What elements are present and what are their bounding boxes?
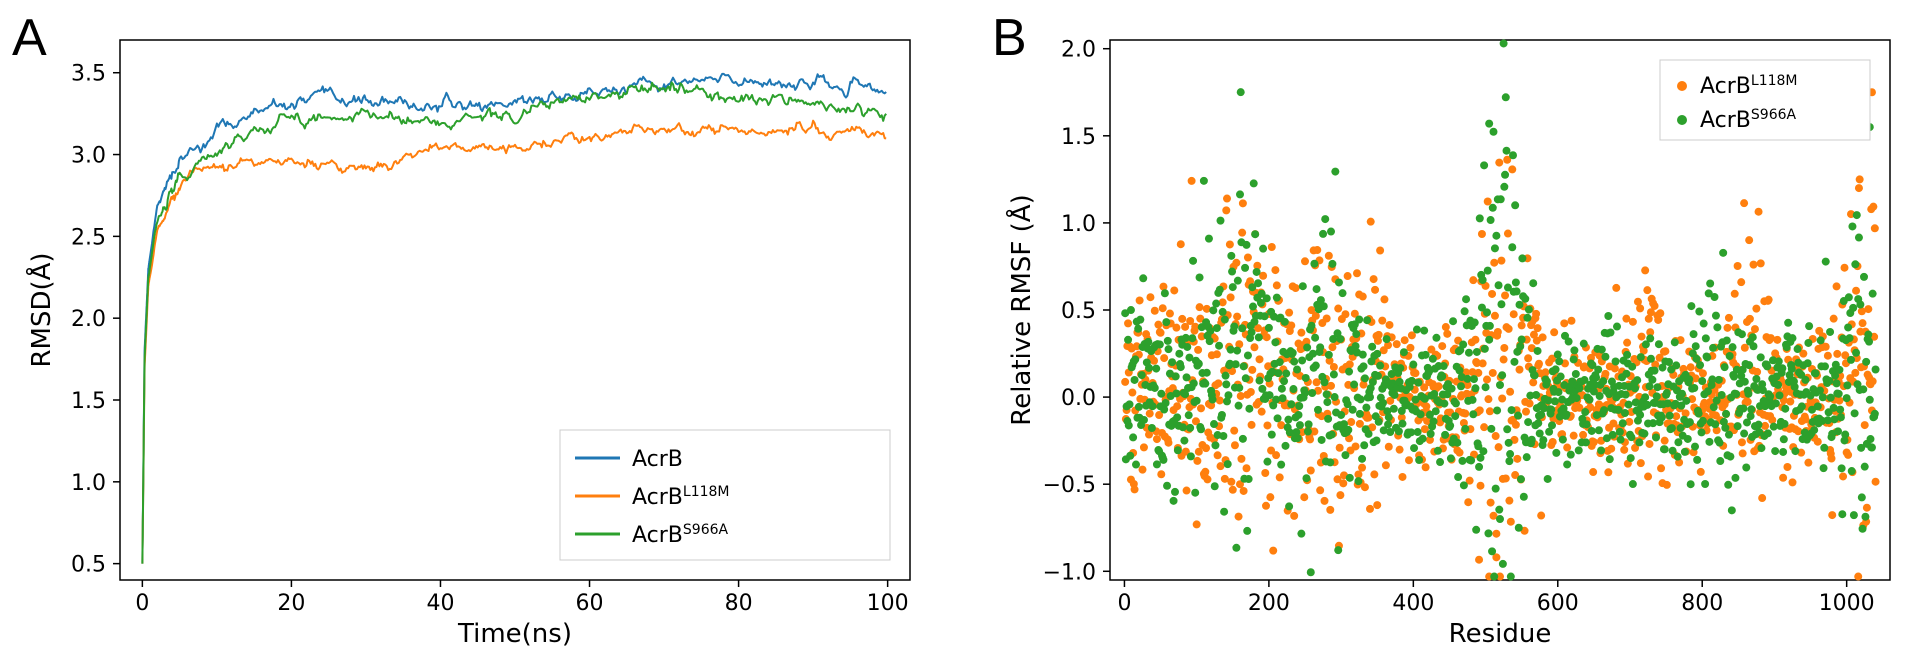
svg-text:2.0: 2.0 (1061, 38, 1096, 63)
svg-text:1.0: 1.0 (71, 471, 106, 496)
svg-text:20: 20 (277, 591, 305, 616)
legend-item: AcrB (632, 447, 683, 472)
svg-text:Residue: Residue (1449, 619, 1552, 649)
svg-text:Relative RMSF (Å): Relative RMSF (Å) (1005, 194, 1037, 425)
svg-text:3.5: 3.5 (71, 62, 106, 87)
svg-text:0: 0 (1117, 591, 1131, 616)
svg-text:60: 60 (576, 591, 604, 616)
panel-a-label: A (12, 8, 47, 68)
svg-text:−0.5: −0.5 (1043, 473, 1096, 498)
svg-text:0.5: 0.5 (71, 553, 106, 578)
svg-text:600: 600 (1537, 591, 1579, 616)
svg-text:80: 80 (725, 591, 753, 616)
svg-text:0.5: 0.5 (1061, 299, 1096, 324)
svg-text:RMSD(Å): RMSD(Å) (25, 252, 57, 367)
svg-text:1.5: 1.5 (71, 389, 106, 414)
svg-text:1.5: 1.5 (1061, 125, 1096, 150)
svg-text:0.0: 0.0 (1061, 386, 1096, 411)
svg-text:800: 800 (1681, 591, 1723, 616)
svg-text:1.0: 1.0 (1061, 212, 1096, 237)
svg-text:0: 0 (135, 591, 149, 616)
svg-text:Time(ns): Time(ns) (457, 619, 572, 649)
svg-text:3.0: 3.0 (71, 144, 106, 169)
panel-b-label: B (992, 8, 1027, 68)
svg-text:100: 100 (867, 591, 909, 616)
svg-text:2.5: 2.5 (71, 225, 106, 250)
svg-text:40: 40 (426, 591, 454, 616)
legend-box-b (1660, 60, 1870, 140)
rmsf-scatter-chart: 0 200 400 600 800 1000 −1.0 −0.5 0.0 0.5 1.0 1.5 2.0… (980, 0, 1920, 660)
svg-text:400: 400 (1392, 591, 1434, 616)
panel-a: A 0 20 40 60 80 100 0.5 1.0 1.5 2.0 2.5 3.0 3.5 Time(… (0, 0, 940, 660)
svg-text:1000: 1000 (1819, 591, 1875, 616)
svg-text:−1.0: −1.0 (1043, 560, 1096, 585)
svg-text:200: 200 (1248, 591, 1290, 616)
svg-text:2.0: 2.0 (71, 307, 106, 332)
panel-b: B 0 200 400 600 800 1000 −1.0 −0.5 0.0 0.5 1.0 1.5 2… (980, 0, 1920, 660)
rmsd-line-chart: 0 20 40 60 80 100 0.5 1.0 1.5 2.0 2.5 3.0 3.5 Time(ns… (0, 0, 940, 660)
